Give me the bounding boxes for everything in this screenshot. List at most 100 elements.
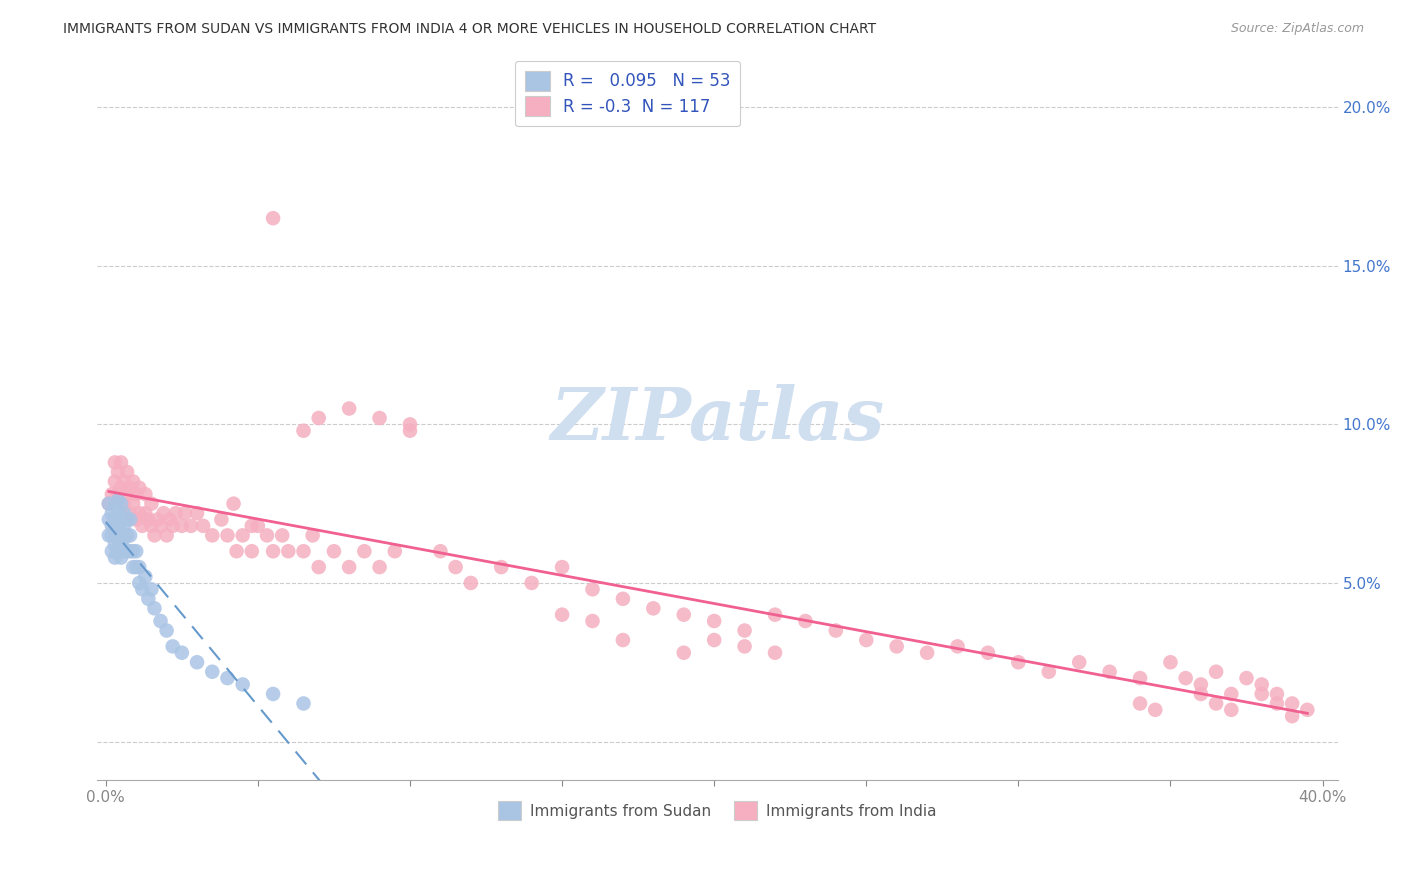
Point xyxy=(115,465,138,479)
Point xyxy=(120,544,142,558)
Point xyxy=(120,481,142,495)
Point xyxy=(703,633,725,648)
Point xyxy=(134,569,156,583)
Point xyxy=(115,544,138,558)
Point xyxy=(520,576,543,591)
Point xyxy=(551,607,574,622)
Point xyxy=(1250,677,1272,691)
Point xyxy=(225,544,247,558)
Point xyxy=(104,512,127,526)
Point xyxy=(101,519,124,533)
Point xyxy=(101,487,124,501)
Point xyxy=(107,532,129,546)
Point xyxy=(581,614,603,628)
Point xyxy=(125,512,148,526)
Point xyxy=(97,497,120,511)
Point xyxy=(1281,709,1303,723)
Point xyxy=(149,614,172,628)
Point xyxy=(201,528,224,542)
Point xyxy=(131,519,153,533)
Point xyxy=(323,544,346,558)
Point xyxy=(1265,687,1288,701)
Point xyxy=(141,497,163,511)
Point xyxy=(152,506,174,520)
Point xyxy=(1189,677,1212,691)
Point xyxy=(672,607,695,622)
Point xyxy=(110,455,132,469)
Point xyxy=(97,528,120,542)
Point xyxy=(1189,687,1212,701)
Point xyxy=(101,528,124,542)
Point xyxy=(149,519,172,533)
Point xyxy=(1007,655,1029,669)
Point xyxy=(104,497,127,511)
Point xyxy=(612,591,634,606)
Point xyxy=(824,624,846,638)
Point xyxy=(159,512,181,526)
Point xyxy=(115,512,138,526)
Point xyxy=(217,528,239,542)
Point xyxy=(120,528,142,542)
Point xyxy=(122,544,145,558)
Point xyxy=(162,519,184,533)
Point xyxy=(201,665,224,679)
Point xyxy=(734,640,756,654)
Point xyxy=(368,411,391,425)
Point xyxy=(1129,671,1152,685)
Point xyxy=(156,624,179,638)
Point xyxy=(141,582,163,597)
Point xyxy=(143,528,166,542)
Point xyxy=(1236,671,1258,685)
Point xyxy=(855,633,877,648)
Point xyxy=(886,640,908,654)
Point xyxy=(156,528,179,542)
Point xyxy=(110,481,132,495)
Point xyxy=(209,512,232,526)
Point xyxy=(107,493,129,508)
Point xyxy=(115,487,138,501)
Point xyxy=(301,528,323,542)
Point xyxy=(246,519,269,533)
Point xyxy=(612,633,634,648)
Point xyxy=(1296,703,1319,717)
Point xyxy=(110,550,132,565)
Point xyxy=(131,582,153,597)
Point xyxy=(104,475,127,489)
Point xyxy=(672,646,695,660)
Point xyxy=(915,646,938,660)
Point xyxy=(292,424,315,438)
Point xyxy=(429,544,451,558)
Point xyxy=(399,417,422,432)
Point xyxy=(1129,697,1152,711)
Point xyxy=(97,497,120,511)
Point xyxy=(128,481,150,495)
Point xyxy=(551,560,574,574)
Text: ZIPatlas: ZIPatlas xyxy=(550,384,884,455)
Point xyxy=(643,601,665,615)
Point xyxy=(734,624,756,638)
Text: IMMIGRANTS FROM SUDAN VS IMMIGRANTS FROM INDIA 4 OR MORE VEHICLES IN HOUSEHOLD C: IMMIGRANTS FROM SUDAN VS IMMIGRANTS FROM… xyxy=(63,22,876,37)
Point xyxy=(277,544,299,558)
Point xyxy=(104,455,127,469)
Point xyxy=(134,506,156,520)
Point xyxy=(110,525,132,540)
Point xyxy=(170,519,193,533)
Point xyxy=(112,519,135,533)
Point xyxy=(134,487,156,501)
Point xyxy=(308,411,330,425)
Point xyxy=(165,506,187,520)
Point xyxy=(946,640,969,654)
Point xyxy=(1098,665,1121,679)
Point xyxy=(173,506,195,520)
Point xyxy=(128,506,150,520)
Point xyxy=(763,646,786,660)
Point xyxy=(191,519,214,533)
Point xyxy=(232,528,254,542)
Point xyxy=(1159,655,1181,669)
Point xyxy=(1144,703,1167,717)
Point xyxy=(977,646,1000,660)
Point xyxy=(262,687,284,701)
Point xyxy=(128,560,150,574)
Point xyxy=(104,538,127,552)
Point xyxy=(107,519,129,533)
